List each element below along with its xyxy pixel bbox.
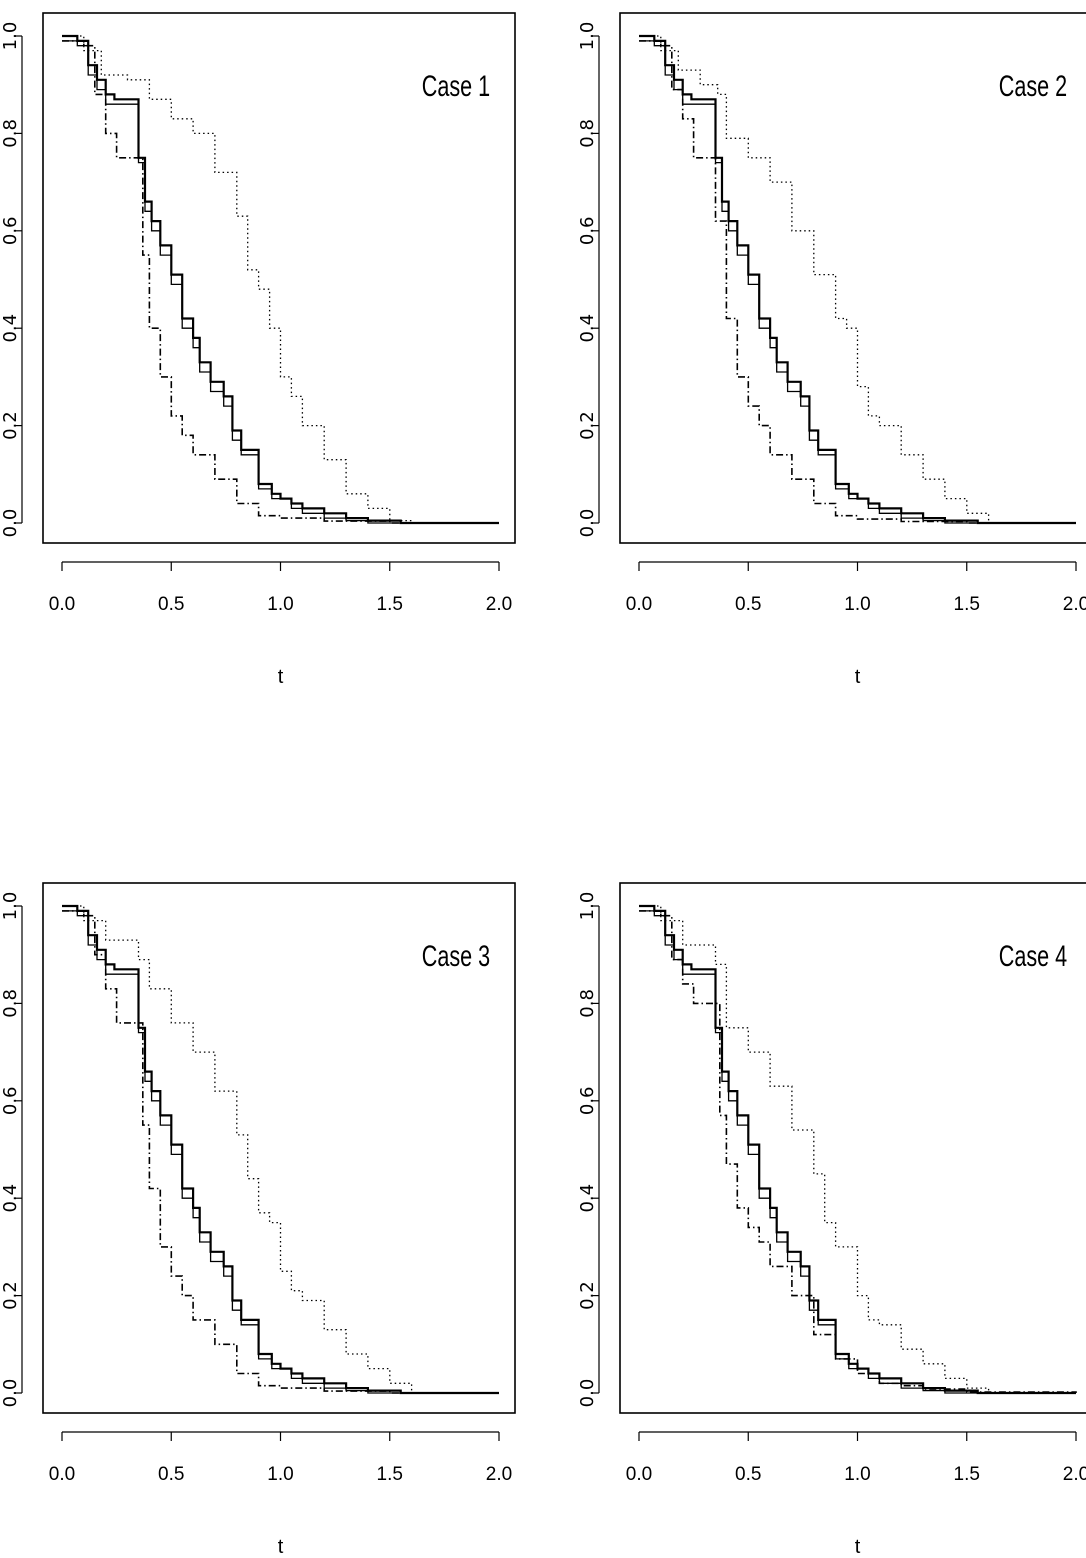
y-tick-label: 0.8 [577, 989, 598, 1018]
x-tick-label: 1.0 [267, 1464, 293, 1485]
chart-title: Case 2 [999, 68, 1067, 102]
y-tick-label: 0.6 [0, 216, 21, 245]
y-tick-label: 0.8 [577, 119, 598, 148]
x-tick-label: 0.5 [158, 594, 184, 615]
y-tick-label: 0.6 [577, 216, 598, 245]
y-tick-label: 0.0 [0, 509, 21, 538]
series-line-solid-upper [62, 34, 499, 525]
x-tick-label: 1.5 [954, 1464, 980, 1485]
y-tick-label: 0.0 [0, 1379, 21, 1408]
y-tick-label: 0.6 [0, 1086, 21, 1115]
y-tick-label: 0.2 [0, 1281, 21, 1310]
x-tick-label: 1.5 [377, 594, 403, 615]
plot-frame [619, 882, 1086, 1414]
x-tick-label: 1.5 [954, 594, 980, 615]
chart-panel-2: 0.0 0.5 1.0 1.5 2.0 0.0 0.2 0.4 0.6 0.8 1.0 t Case 2 [577, 12, 1086, 688]
y-tick-label: 0.0 [577, 509, 598, 538]
x-axis-label: t [855, 1536, 861, 1558]
y-tick-label: 1.0 [577, 22, 598, 51]
x-tick-label: 1.5 [377, 1464, 403, 1485]
y-tick-label: 0.4 [0, 1184, 21, 1213]
series-line-solid-lower [639, 910, 1076, 1394]
y-tick-label: 0.4 [577, 314, 598, 343]
y-tick-label: 0.8 [0, 989, 21, 1018]
chart-title: Case 4 [999, 938, 1067, 972]
chart-panel-4: 0.0 0.5 1.0 1.5 2.0 0.0 0.2 0.4 0.6 0.8 1.0 t Case 4 [577, 882, 1086, 1558]
y-tick-label: 0.6 [577, 1086, 598, 1115]
series-line-dotted [62, 905, 499, 1394]
series-line-solid-upper [639, 34, 1076, 525]
series-line-dashdot [639, 40, 1076, 524]
x-tick-label: 0.0 [49, 594, 75, 615]
series-line-solid-lower [62, 910, 499, 1394]
x-tick-label: 1.0 [844, 1464, 870, 1485]
x-tick-label: 2.0 [486, 1464, 512, 1485]
series-line-dotted [639, 35, 1076, 524]
x-tick-label: 1.0 [267, 594, 293, 615]
x-tick-label: 0.0 [626, 594, 652, 615]
x-tick-label: 2.0 [1063, 594, 1086, 615]
y-tick-label: 0.0 [577, 1379, 598, 1408]
y-tick-label: 1.0 [0, 22, 21, 51]
y-tick-label: 0.4 [0, 314, 21, 343]
series-line-dashdot [639, 910, 1077, 1393]
chart-panel-3: 0.0 0.5 1.0 1.5 2.0 0.0 0.2 0.4 0.6 0.8 1.0 t Case 3 [0, 882, 516, 1558]
plot-frame [42, 882, 516, 1414]
series-line-dashdot [62, 40, 499, 524]
x-tick-label: 1.0 [844, 594, 870, 615]
chart-title: Case 1 [422, 68, 490, 102]
series-line-solid-lower [639, 40, 1076, 524]
x-axis-label: t [855, 666, 861, 688]
plot-frame [619, 12, 1086, 544]
x-tick-label: 0.0 [626, 1464, 652, 1485]
y-tick-label: 0.4 [577, 1184, 598, 1213]
series-line-dotted [639, 905, 1076, 1394]
chart-panel-1: 0.0 0.5 1.0 1.5 2.0 0.0 0.2 0.4 0.6 0.8 1.0 t Case 1 [0, 12, 516, 688]
plot-frame [42, 12, 516, 544]
series-line-solid-upper [62, 904, 499, 1395]
y-tick-label: 1.0 [577, 892, 598, 921]
series-line-dotted [62, 35, 499, 524]
x-tick-label: 0.5 [735, 1464, 761, 1485]
y-tick-label: 0.2 [0, 411, 21, 440]
series-line-solid-lower [62, 40, 499, 524]
x-tick-label: 0.0 [49, 1464, 75, 1485]
x-tick-label: 0.5 [158, 1464, 184, 1485]
x-axis-label: t [278, 1536, 284, 1558]
x-tick-label: 0.5 [735, 594, 761, 615]
x-axis-label: t [278, 666, 284, 688]
y-tick-label: 0.8 [0, 119, 21, 148]
series-line-solid-upper [639, 904, 1076, 1395]
y-tick-label: 0.2 [577, 1281, 598, 1310]
y-tick-label: 0.2 [577, 411, 598, 440]
x-tick-label: 2.0 [1063, 1464, 1086, 1485]
x-tick-label: 2.0 [486, 594, 512, 615]
y-tick-label: 1.0 [0, 892, 21, 921]
series-line-dashdot [62, 910, 499, 1394]
chart-title: Case 3 [422, 938, 490, 972]
